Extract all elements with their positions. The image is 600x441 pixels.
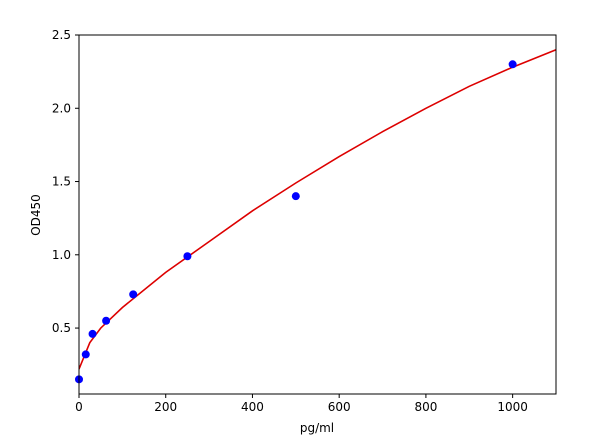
data-point: [183, 252, 192, 261]
plot-area: [75, 48, 556, 384]
x-axis-label: pg/ml: [300, 421, 334, 435]
plot-frame: [78, 34, 557, 395]
y-tick-label: 2.5: [52, 28, 71, 42]
data-point: [102, 316, 111, 325]
x-tick-label: 600: [328, 400, 351, 414]
data-point: [508, 60, 517, 69]
y-axis: 0.5 1.0 1.5 2.0 2.5: [52, 28, 79, 335]
data-point: [81, 350, 90, 359]
x-tick-label: 200: [154, 400, 177, 414]
y-axis-label: OD450: [29, 194, 43, 236]
x-tick-label: 400: [241, 400, 264, 414]
x-tick-label: 1000: [497, 400, 528, 414]
data-point: [291, 192, 300, 201]
y-tick-label: 1.5: [52, 175, 71, 189]
fit-curve: [79, 48, 556, 370]
x-axis: 0 200 400 600 800 1000: [75, 394, 528, 414]
y-tick-label: 0.5: [52, 321, 71, 335]
x-tick-label: 0: [75, 400, 83, 414]
x-tick-label: 800: [414, 400, 437, 414]
y-tick-label: 2.0: [52, 101, 71, 115]
data-point: [129, 290, 138, 299]
y-tick-label: 1.0: [52, 248, 71, 262]
data-point: [88, 329, 97, 338]
